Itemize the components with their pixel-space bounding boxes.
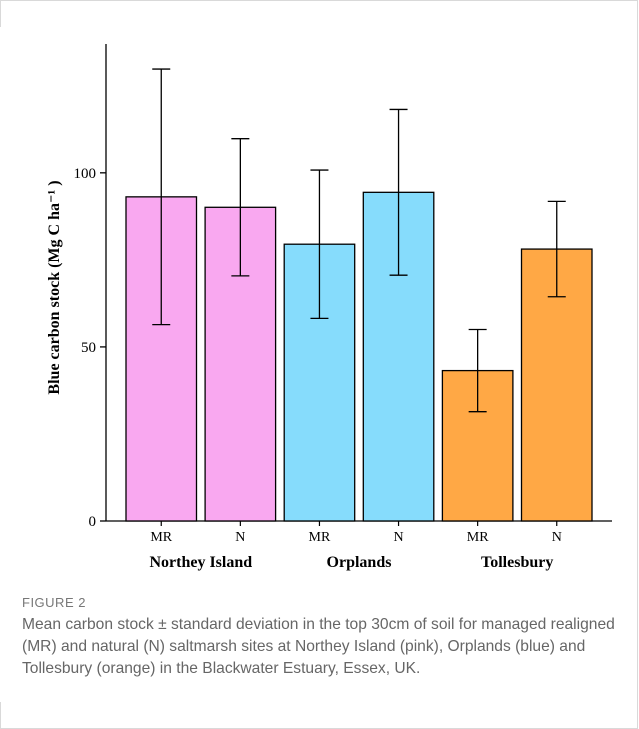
group-label: Orplands — [327, 554, 392, 571]
figure-caption: Mean carbon stock ± standard deviation i… — [22, 616, 615, 677]
chart-error-bars — [152, 68, 566, 413]
bar-label: MR — [309, 530, 331, 545]
bar-label: N — [393, 530, 403, 545]
y-tick-label: 0 — [89, 514, 97, 530]
bar-label: N — [235, 530, 245, 545]
figure-label: FIGURE 2 — [22, 595, 86, 610]
y-tick-label: 50 — [81, 340, 96, 356]
group-label: Northey Island — [149, 554, 252, 571]
bar-label: MR — [467, 530, 489, 545]
chart-bars — [125, 191, 593, 522]
bar-label: MR — [150, 530, 172, 545]
group-label: Tollesbury — [481, 554, 553, 571]
y-tick-label: 100 — [74, 166, 97, 182]
y-axis-label: Blue carbon stock (Mg C ha⁻¹ ) — [46, 180, 63, 394]
bar-label: N — [552, 530, 562, 545]
